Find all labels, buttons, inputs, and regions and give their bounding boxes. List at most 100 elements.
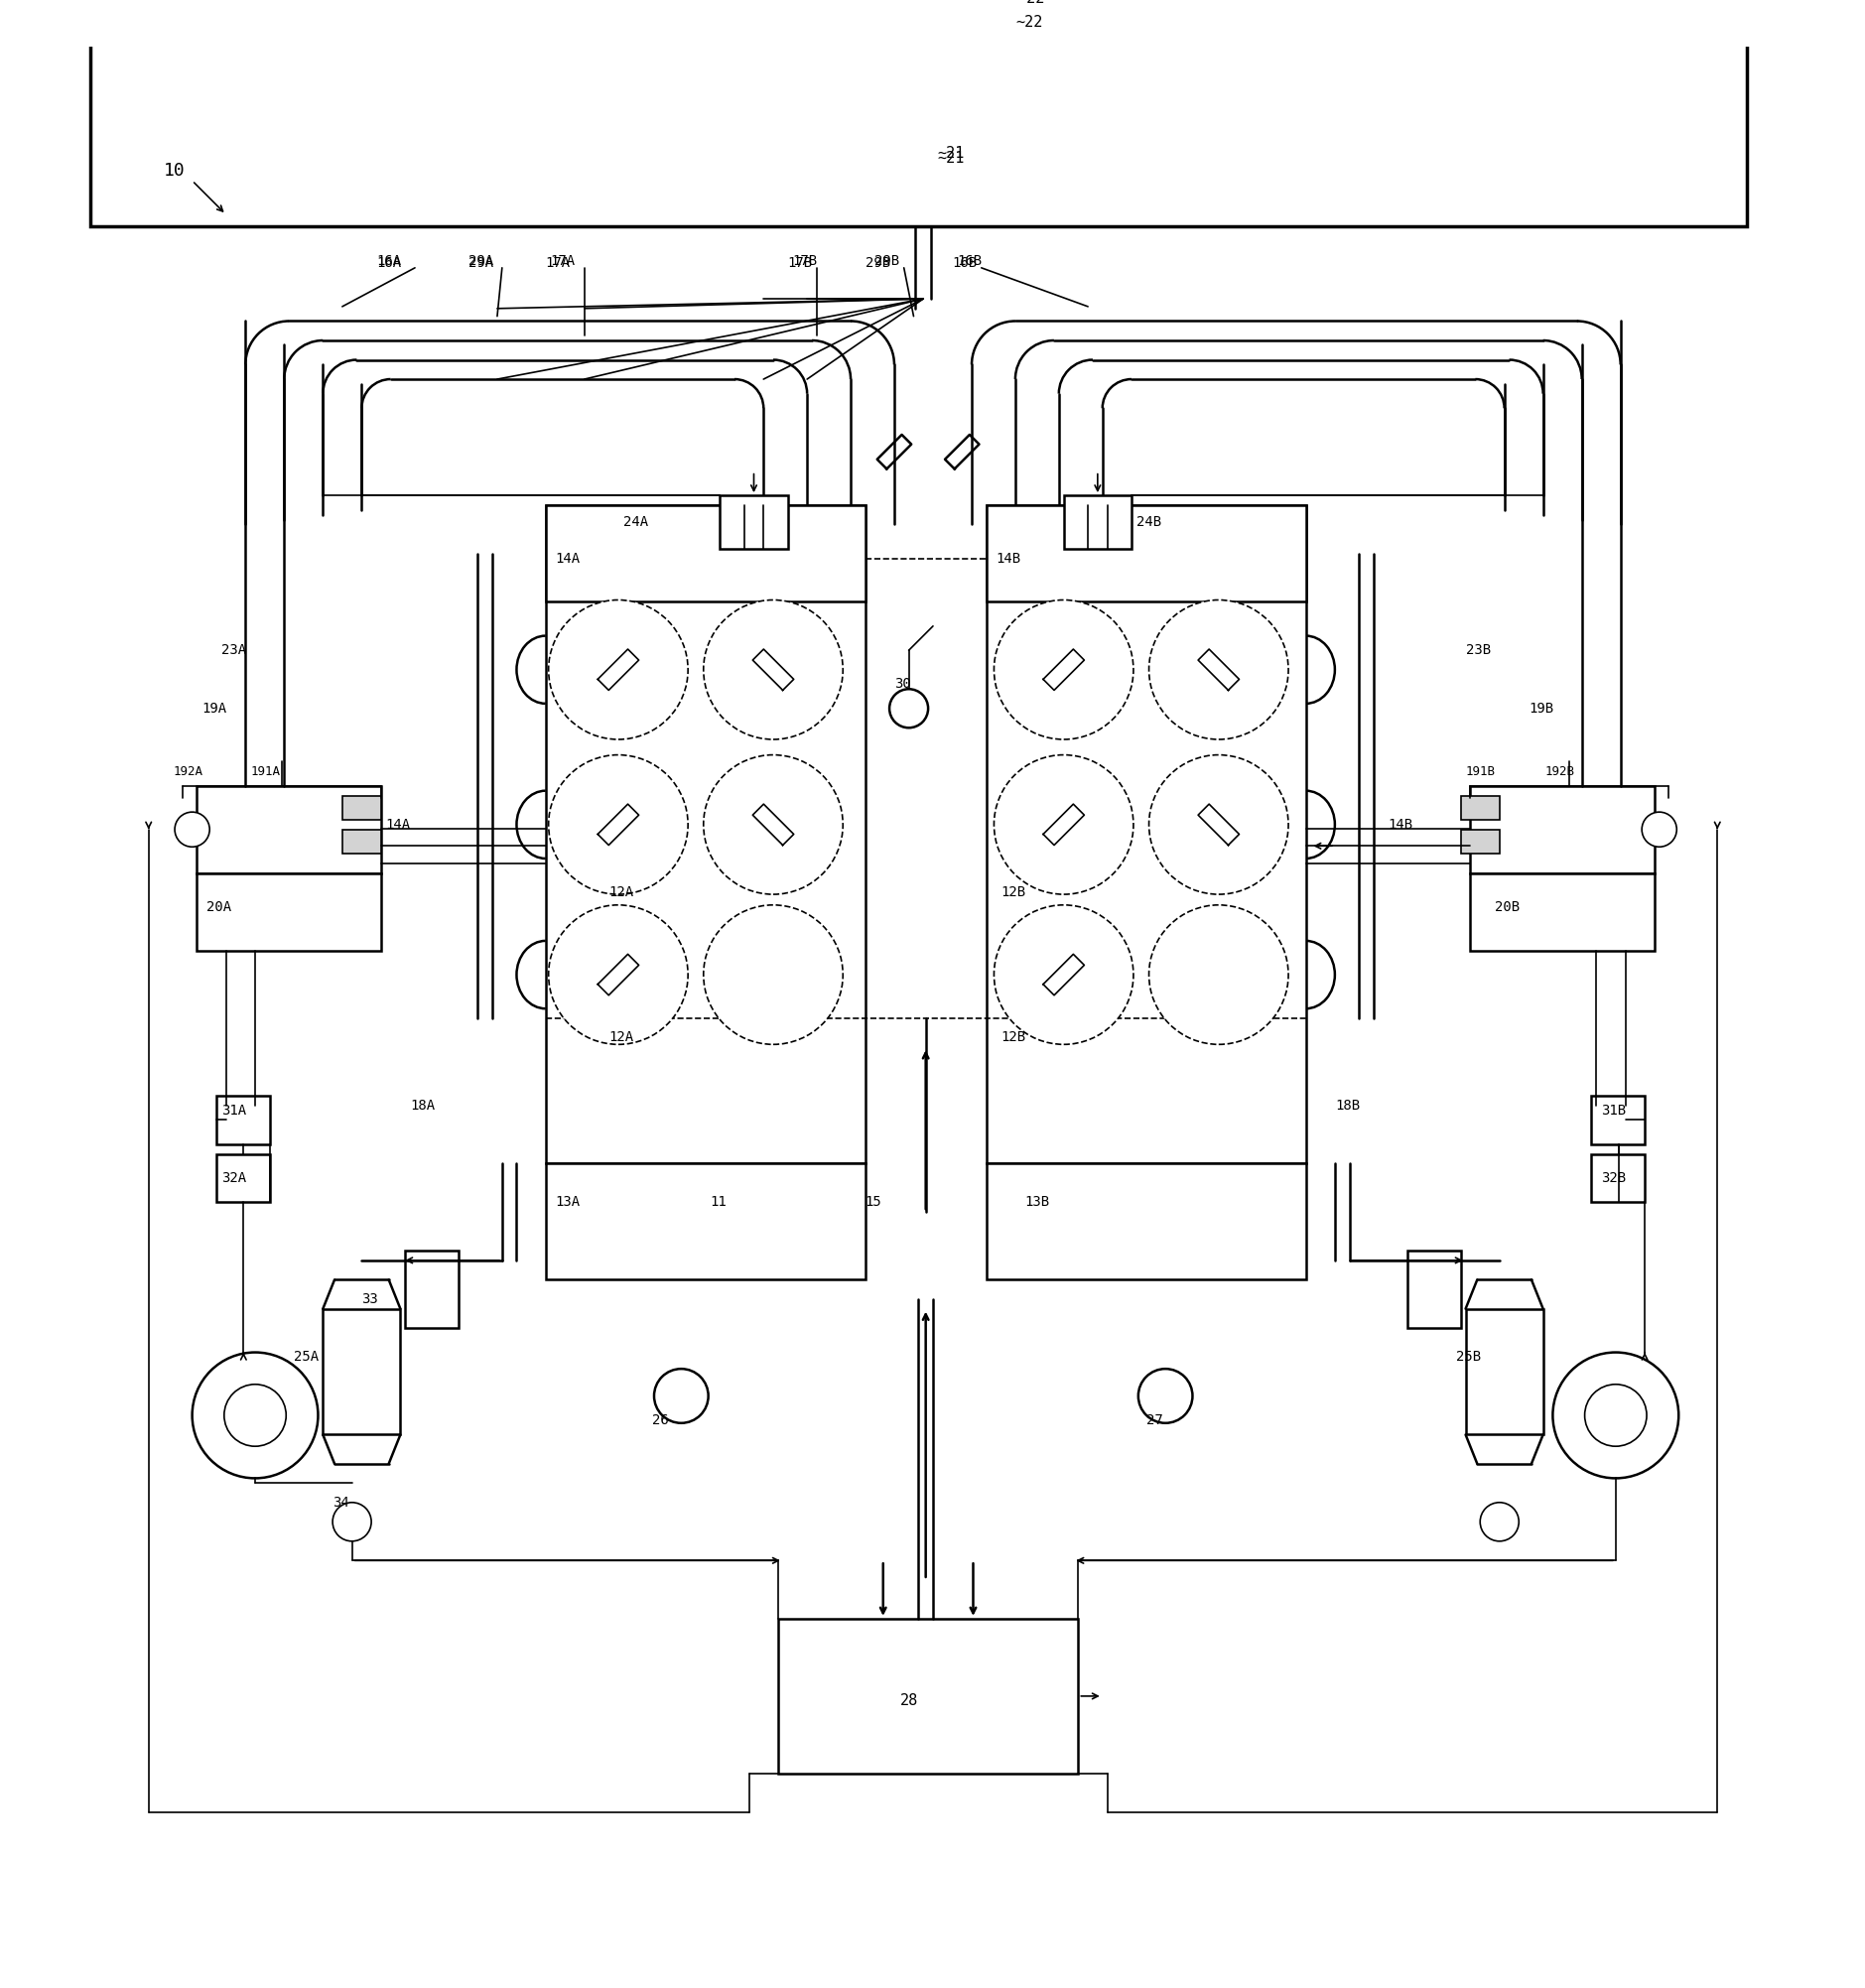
Text: 31B: 31B <box>1602 1103 1626 1117</box>
Circle shape <box>655 1370 709 1423</box>
Text: 12B: 12B <box>1002 885 1026 899</box>
Text: ~21: ~21 <box>938 151 964 165</box>
Bar <box>1063 495 1132 549</box>
Text: 20A: 20A <box>207 901 231 914</box>
Bar <box>1460 829 1499 853</box>
Circle shape <box>175 811 209 847</box>
Text: 14B: 14B <box>996 551 1020 565</box>
Text: 18B: 18B <box>1335 1099 1360 1113</box>
Bar <box>1466 1308 1542 1435</box>
Circle shape <box>994 600 1134 740</box>
Text: 29A: 29A <box>468 254 492 268</box>
Text: 12A: 12A <box>608 885 634 899</box>
Bar <box>323 1308 401 1435</box>
Bar <box>987 505 1306 1163</box>
Circle shape <box>1585 1384 1647 1447</box>
Text: 32A: 32A <box>222 1171 246 1185</box>
Text: 15: 15 <box>865 1195 882 1209</box>
Text: ~22: ~22 <box>1018 0 1046 6</box>
Text: 14A: 14A <box>556 551 580 565</box>
Text: 192A: 192A <box>173 765 203 777</box>
Text: 16B: 16B <box>957 254 983 268</box>
Text: 192B: 192B <box>1544 765 1574 777</box>
Text: 24A: 24A <box>623 515 647 529</box>
Text: 30: 30 <box>893 678 910 692</box>
Text: 19B: 19B <box>1529 702 1554 716</box>
Text: 18A: 18A <box>410 1099 435 1113</box>
Text: 32B: 32B <box>1602 1171 1626 1185</box>
Bar <box>1470 785 1654 873</box>
Circle shape <box>994 905 1134 1044</box>
Circle shape <box>548 905 688 1044</box>
Bar <box>987 505 1306 602</box>
Bar <box>1460 795 1499 819</box>
Text: 17B: 17B <box>787 256 813 270</box>
Circle shape <box>1149 905 1289 1044</box>
Circle shape <box>1149 755 1289 895</box>
Text: 34: 34 <box>332 1495 349 1509</box>
Text: 25B: 25B <box>1457 1350 1481 1364</box>
Circle shape <box>703 600 843 740</box>
Text: 17A: 17A <box>550 254 576 268</box>
Circle shape <box>1554 1352 1678 1479</box>
Bar <box>1591 1095 1645 1145</box>
Text: 11: 11 <box>711 1195 727 1209</box>
Circle shape <box>703 905 843 1044</box>
Text: 12A: 12A <box>608 1030 634 1044</box>
Circle shape <box>332 1503 371 1541</box>
Circle shape <box>1149 600 1289 740</box>
Text: 17B: 17B <box>793 254 817 268</box>
Bar <box>405 1250 459 1328</box>
Text: 16A: 16A <box>377 254 401 268</box>
Text: 28: 28 <box>899 1694 918 1708</box>
Text: ~21: ~21 <box>938 145 964 161</box>
Bar <box>546 505 865 1163</box>
Text: 23B: 23B <box>1466 644 1490 658</box>
Text: 24B: 24B <box>1136 515 1162 529</box>
Bar <box>343 795 380 819</box>
Bar <box>546 1163 865 1280</box>
Circle shape <box>1641 811 1677 847</box>
Text: 26: 26 <box>653 1413 670 1427</box>
Text: 31A: 31A <box>222 1103 246 1117</box>
Text: 16A: 16A <box>377 256 401 270</box>
Text: 191B: 191B <box>1466 765 1496 777</box>
Text: ~22: ~22 <box>1015 16 1043 30</box>
Text: 33: 33 <box>362 1292 379 1306</box>
Text: 29A: 29A <box>468 256 492 270</box>
Text: 17A: 17A <box>546 256 571 270</box>
Circle shape <box>548 755 688 895</box>
Bar <box>91 0 1746 227</box>
Text: 14A: 14A <box>386 817 410 831</box>
Circle shape <box>703 755 843 895</box>
Bar <box>1591 1153 1645 1203</box>
Bar <box>343 829 380 853</box>
Bar <box>1470 873 1654 950</box>
Bar <box>1408 1250 1460 1328</box>
Text: 20B: 20B <box>1494 901 1520 914</box>
Text: 10: 10 <box>162 163 185 181</box>
Text: 12B: 12B <box>1002 1030 1026 1044</box>
Bar <box>198 785 380 873</box>
Text: 13A: 13A <box>556 1195 580 1209</box>
Circle shape <box>224 1384 285 1447</box>
Text: 191A: 191A <box>250 765 280 777</box>
Bar <box>720 495 787 549</box>
Text: 14B: 14B <box>1388 817 1414 831</box>
Bar <box>216 1095 270 1145</box>
Circle shape <box>1481 1503 1518 1541</box>
Text: 29B: 29B <box>865 256 890 270</box>
Bar <box>198 873 380 950</box>
Text: 19A: 19A <box>201 702 228 716</box>
Circle shape <box>548 600 688 740</box>
Text: 16B: 16B <box>953 256 977 270</box>
Circle shape <box>994 755 1134 895</box>
Bar <box>216 1153 270 1203</box>
Text: 13B: 13B <box>1026 1195 1050 1209</box>
Bar <box>546 505 865 602</box>
Circle shape <box>890 690 929 728</box>
Circle shape <box>1138 1370 1192 1423</box>
Text: 27: 27 <box>1145 1413 1162 1427</box>
Text: 25A: 25A <box>295 1350 319 1364</box>
Circle shape <box>192 1352 319 1479</box>
